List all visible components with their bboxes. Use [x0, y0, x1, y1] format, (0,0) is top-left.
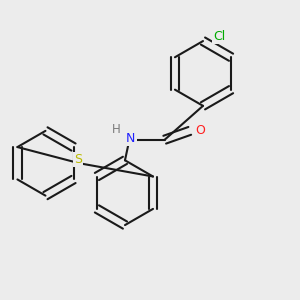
Text: H: H — [112, 123, 121, 136]
Text: S: S — [74, 153, 82, 166]
Text: O: O — [195, 124, 205, 137]
Text: N: N — [126, 132, 136, 145]
Text: Cl: Cl — [213, 30, 226, 43]
